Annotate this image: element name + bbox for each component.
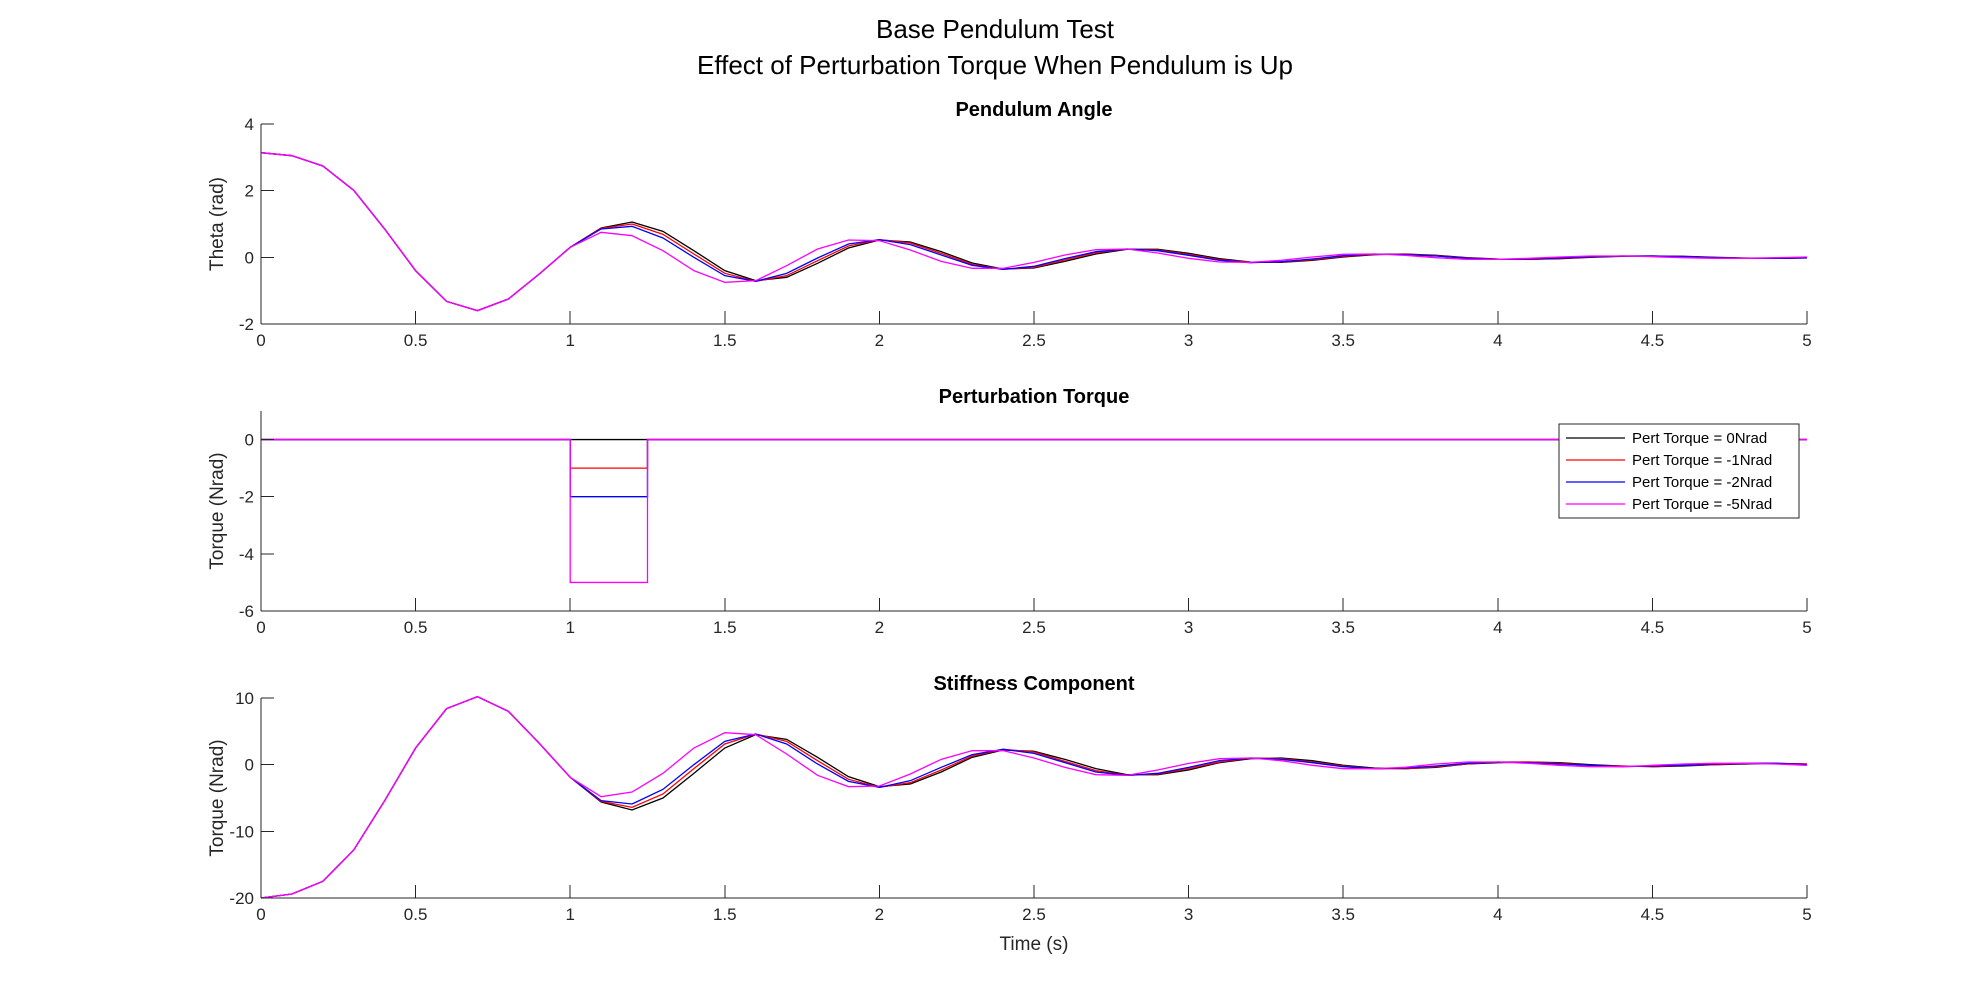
chart-0-x-tick-label-1: 1 [565,331,574,350]
chart-0-y-label: Theta (rad) [207,177,228,271]
chart-2-x-tick-label-1-5: 1.5 [713,905,737,924]
chart-2-x-label: Time (s) [1000,934,1069,955]
chart-1-legend-entry-1: Pert Torque = -1Nrad [1632,452,1772,469]
chart-0-x-tick-label-0-5: 0.5 [404,331,428,350]
chart-2-x-tick-label-3-5: 3.5 [1331,905,1355,924]
chart-0-x-tick-label-3-5: 3.5 [1331,331,1355,350]
chart-0-x-tick-label-4-5: 4.5 [1641,331,1665,350]
figure-title-line-2: Effect of Perturbation Torque When Pendu… [697,50,1293,80]
chart-0-x-tick-label-0: 0 [256,331,265,350]
chart-0-y-tick-label-0: 0 [245,248,254,267]
chart-0-series-group [261,152,1808,312]
chart-1-legend-box [1558,423,1800,519]
chart-1-x-tick-label-0: 0 [256,618,265,637]
chart-1-x-tick-label-0-5: 0.5 [404,618,428,637]
chart-1-x-tick-label-5: 5 [1802,618,1811,637]
chart-2-y-label: Torque (Nrad) [207,739,228,856]
chart-1-series-group [261,438,1807,584]
chart-1-y-tick-label-2: -2 [239,488,254,507]
chart-0-x-tick-label-2: 2 [875,331,884,350]
chart-1-x-tick-label-1: 1 [565,618,574,637]
chart-1-legend-entry-2: Pert Torque = -2Nrad [1632,474,1772,491]
chart-2-x-tick-label-4-5: 4.5 [1641,905,1665,924]
chart-2-x-tick-label-1: 1 [565,905,574,924]
chart-2-y-tick-label-20: -20 [229,889,254,908]
chart-1-y-tick-label-4: -4 [239,545,254,564]
chart-0-x-tick-label-4: 4 [1493,331,1502,350]
chart-1-y-label: Torque (Nrad) [207,452,228,569]
chart-1-x-tick-label-2: 2 [875,618,884,637]
chart-1-y-tick-label-6: -6 [239,602,254,621]
chart-0-title: Pendulum Angle [955,99,1112,121]
chart-1-legend-entry-3: Pert Torque = -5Nrad [1632,496,1772,513]
chart-2-title: Stiffness Component [933,673,1134,695]
chart-0-x-tick-label-2-5: 2.5 [1022,331,1046,350]
chart-2-x-tick-label-2: 2 [875,905,884,924]
chart-1-x-tick-label-2-5: 2.5 [1022,618,1046,637]
subplot-perturbation-torque: 0 0.5 1 1.5 2 2.5 3 3.5 4 4.5 5 -6 -4 -2 0 Perturbation… [207,386,1812,637]
chart-2-x-tick-label-0: 0 [256,905,265,924]
chart-1-x-tick-label-1-5: 1.5 [713,618,737,637]
chart-0-x-tick-label-5: 5 [1802,331,1811,350]
chart-1-series-3-line [261,438,1807,584]
chart-1-x-tick-label-3: 3 [1184,618,1193,637]
chart-2-x-tick-label-5: 5 [1802,905,1811,924]
chart-2-x-tick-label-0-5: 0.5 [404,905,428,924]
chart-1-y-tick-label-0: 0 [245,431,254,450]
chart-0-y-tick-label-2: 2 [245,182,254,201]
chart-1-x-tick-label-4: 4 [1493,618,1502,637]
chart-2-x-tick-label-4: 4 [1493,905,1502,924]
chart-0-y-tick-label-2: -2 [239,315,254,334]
chart-1-legend: Pert Torque = 0Nrad Pert Torque = -1Nrad P… [1558,423,1800,519]
chart-0-y-tick-label-4: 4 [245,115,254,134]
chart-2-series-3-line [261,696,1808,899]
subplot-stiffness-component: 0 0.5 1 1.5 2 2.5 3 3.5 4 4.5 5 -20 -10 0 10 Stiffness … [207,673,1812,955]
chart-0-x-tick-label-1-5: 1.5 [713,331,737,350]
chart-2-series-group [261,696,1808,899]
chart-1-x-tick-label-3-5: 3.5 [1331,618,1355,637]
chart-0-series-3-line [261,152,1808,312]
chart-0-x-tick-label-3: 3 [1184,331,1193,350]
chart-2-y-tick-label-0: 0 [245,756,254,775]
chart-1-x-tick-label-4-5: 4.5 [1641,618,1665,637]
chart-1-legend-entry-0: Pert Torque = 0Nrad [1632,430,1767,447]
chart-2-y-tick-label-10: -10 [229,822,254,841]
chart-2-y-tick-label-10: 10 [235,689,254,708]
chart-1-title: Perturbation Torque [939,386,1130,408]
chart-2-x-tick-label-3: 3 [1184,905,1193,924]
figure-title-line-1: Base Pendulum Test [876,14,1115,44]
chart-2-x-tick-label-2-5: 2.5 [1022,905,1046,924]
